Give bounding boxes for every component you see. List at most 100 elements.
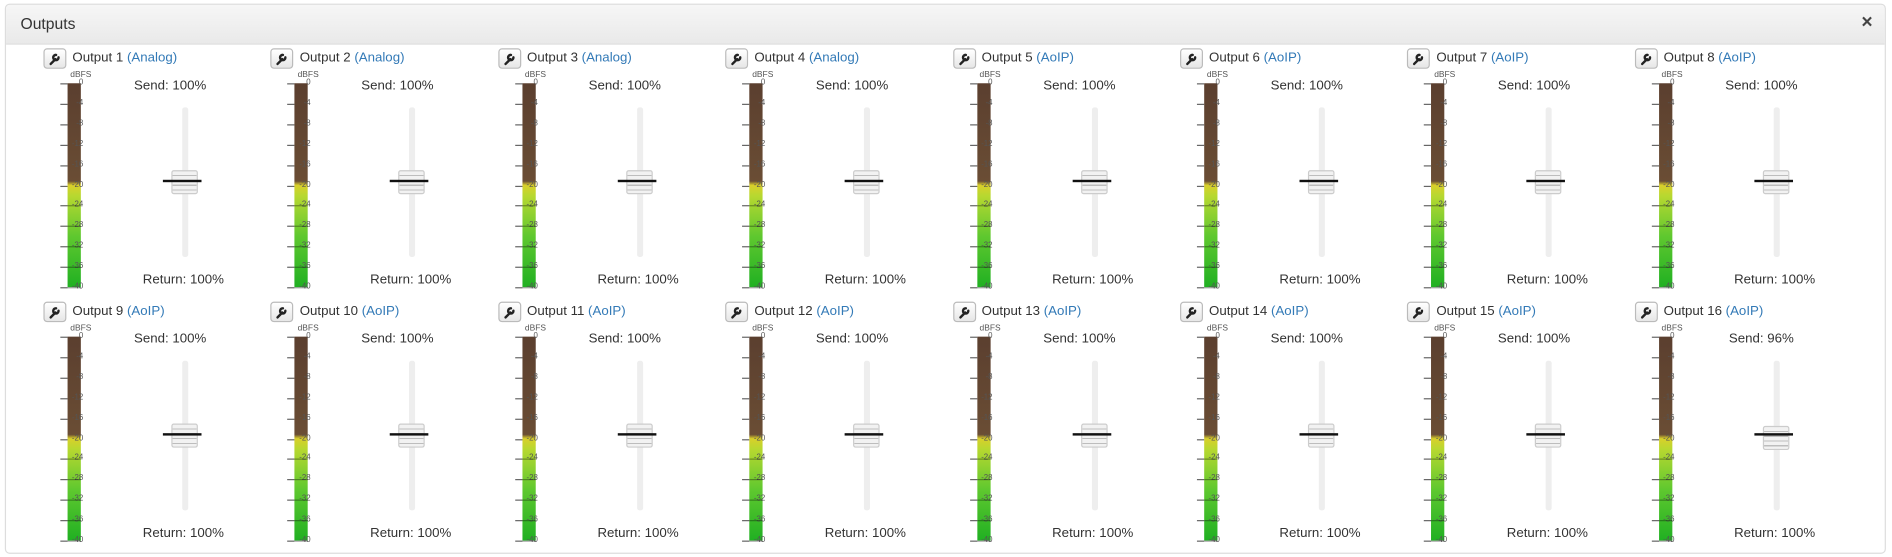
meter-segment: [67, 287, 81, 289]
meter-tick: [1424, 458, 1432, 461]
meter-unit: dBFS: [297, 324, 319, 334]
meter-tick-label: -4: [985, 98, 993, 108]
meter-tick-label: -32: [71, 494, 84, 504]
fader-knob[interactable]: [1762, 170, 1790, 195]
level-meter: [976, 83, 991, 288]
meter-tick: [514, 520, 523, 522]
meter-tick: [969, 83, 977, 85]
meter-tick-label: -4: [758, 352, 766, 361]
meter-tick-label: -12: [71, 392, 84, 402]
meter-tick-label: -32: [71, 241, 84, 250]
meter-segment: [1431, 246, 1445, 248]
meter-segment: [294, 540, 309, 542]
meter-tick: [742, 83, 750, 85]
fader-knob[interactable]: [1080, 423, 1108, 448]
meter-tick-label: -32: [1663, 241, 1675, 250]
wrench-icon: [1640, 307, 1651, 319]
meter-tick-label: -20: [981, 180, 993, 189]
fader-knob[interactable]: [171, 170, 198, 195]
meter-tick: [1196, 124, 1205, 126]
output-kind: (AoIP): [816, 304, 854, 319]
settings-button[interactable]: [43, 301, 67, 323]
close-button[interactable]: ×: [1861, 12, 1873, 33]
meter-tick: [1651, 205, 1659, 207]
settings-button[interactable]: [1180, 48, 1203, 69]
fader-knob[interactable]: [1080, 170, 1108, 195]
settings-button[interactable]: [1180, 301, 1203, 323]
meter-tick-label: 0: [988, 78, 993, 87]
fader-knob[interactable]: [1307, 170, 1335, 195]
fader-knob[interactable]: [853, 423, 880, 448]
settings-button[interactable]: [1407, 301, 1431, 323]
meter-tick: [742, 438, 750, 440]
output-label: Output 11 (AoIP): [527, 304, 626, 318]
settings-button[interactable]: [725, 48, 749, 69]
settings-button[interactable]: [952, 48, 976, 69]
meter-tick: [1424, 357, 1432, 359]
meter-tick: [742, 205, 750, 207]
meter-segment: [1204, 499, 1218, 501]
meter-segment: [1431, 287, 1445, 289]
meter-tick: [1651, 377, 1659, 379]
send-label: Send: 100%: [133, 78, 207, 93]
return-label: Return: 100%: [597, 526, 679, 541]
meter-segment: [976, 205, 991, 207]
meter-unit: dBFS: [752, 324, 774, 334]
fader-knob[interactable]: [1762, 426, 1790, 451]
fader-knob[interactable]: [1535, 423, 1562, 448]
meter-tick: [287, 103, 295, 105]
settings-button[interactable]: [270, 301, 294, 323]
meter-tick: [1196, 246, 1205, 248]
meter-tick: [1196, 287, 1205, 289]
meter-tick-label: -28: [981, 221, 993, 230]
meter-segment: [976, 499, 991, 501]
meter-tick-label: -20: [1208, 180, 1220, 189]
meter-tick: [969, 397, 977, 400]
meter-tick: [742, 397, 750, 400]
meter-tick: [60, 246, 68, 248]
meter-segment: [1658, 540, 1673, 542]
settings-button[interactable]: [498, 301, 522, 323]
settings-button[interactable]: [725, 301, 749, 323]
meter-tick-label: -4: [303, 352, 311, 361]
meter-tick: [1424, 103, 1432, 105]
fader-knob[interactable]: [171, 423, 198, 448]
return-label: Return: 100%: [370, 526, 452, 541]
settings-button[interactable]: [952, 301, 976, 323]
meter-tick-label: -8: [1667, 119, 1675, 128]
fader-knob[interactable]: [1535, 170, 1562, 195]
meter-tick-label: -16: [753, 159, 766, 169]
wrench-icon: [1186, 307, 1197, 319]
settings-button[interactable]: [270, 48, 294, 69]
level-meter: [749, 83, 763, 288]
meter-segment: [749, 287, 763, 289]
fader-knob[interactable]: [398, 170, 426, 195]
fader-knob[interactable]: [625, 423, 653, 448]
meter-tick: [1196, 164, 1205, 167]
fader-knob[interactable]: [398, 423, 426, 448]
meter-tick: [969, 540, 977, 542]
meter-tick-label: -36: [71, 261, 84, 271]
meter-tick-label: -16: [526, 159, 538, 169]
settings-button[interactable]: [1634, 48, 1658, 69]
meter-tick-label: -24: [1435, 454, 1448, 463]
meter-tick: [742, 357, 750, 359]
meter-tick: [1651, 225, 1659, 228]
fader-knob[interactable]: [853, 170, 880, 195]
fader-knob[interactable]: [625, 170, 653, 195]
wrench-icon: [1413, 53, 1424, 66]
settings-button[interactable]: [1407, 48, 1431, 69]
settings-button[interactable]: [1634, 301, 1658, 323]
output-label: Output 1 (Analog): [72, 51, 177, 65]
meter-tick: [969, 438, 977, 440]
meter-tick: [60, 479, 68, 481]
outputs-panel: Outputs × Output 1 (Analog) dBFS 0 -4 -8 -12-…: [4, 3, 1886, 554]
settings-button[interactable]: [43, 48, 67, 69]
fader-knob[interactable]: [1307, 423, 1335, 448]
meter-tick: [742, 164, 750, 167]
meter-tick: [514, 540, 523, 542]
fader-line: [1754, 433, 1793, 436]
meter-tick: [969, 287, 977, 289]
settings-button[interactable]: [498, 48, 522, 69]
